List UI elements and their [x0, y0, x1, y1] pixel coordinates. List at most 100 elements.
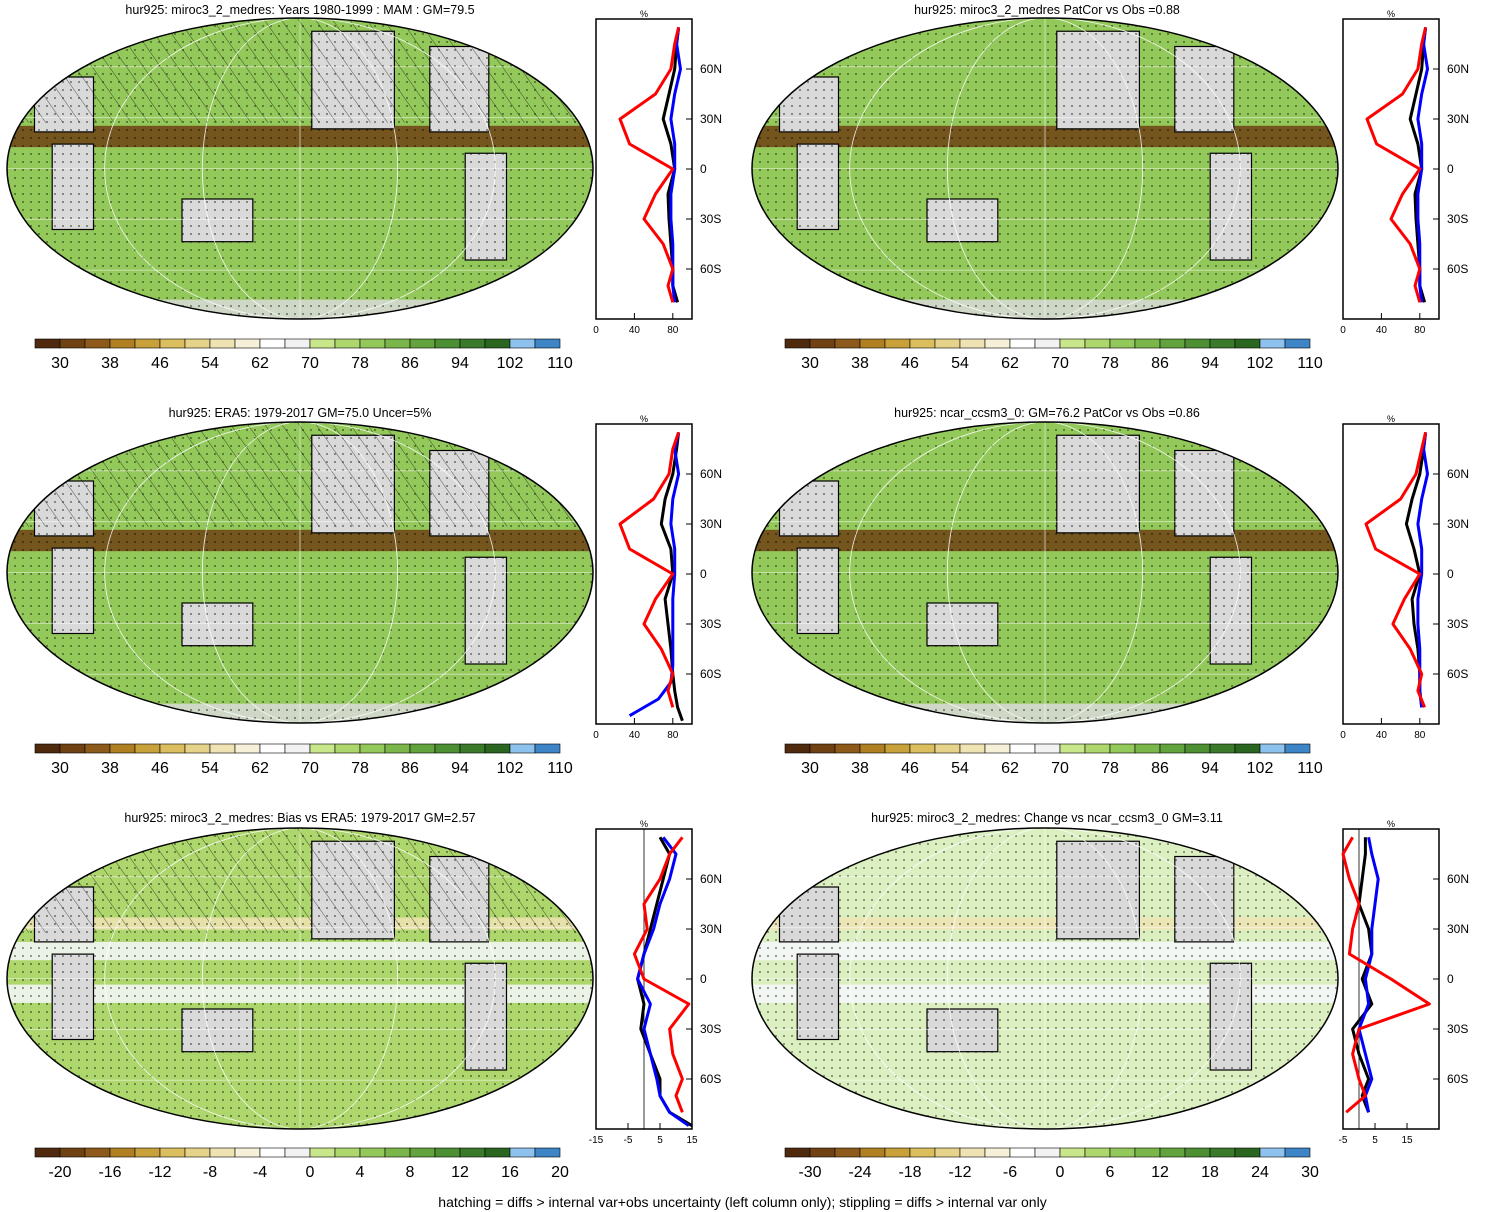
lat-tick-label: 60S	[1447, 1072, 1468, 1086]
panel-title: hur925: ncar_ccsm3_0: GM=76.2 PatCor vs …	[894, 406, 1200, 420]
colorbar-tick-label: 46	[901, 355, 919, 372]
colorbar-tick-label: 18	[1201, 1164, 1219, 1181]
colorbar-swatch	[1009, 743, 1036, 754]
colorbar-swatch	[984, 338, 1011, 349]
colorbar-swatch	[834, 1147, 861, 1158]
colorbar-tick-label: 0	[306, 1164, 315, 1181]
colorbar-swatch	[534, 743, 561, 754]
colorbar-swatch	[234, 338, 261, 349]
colorbar-tick-label: 38	[851, 355, 869, 372]
profile-x-tick-label: 0	[593, 730, 599, 741]
colorbar-swatch	[59, 338, 86, 349]
profile-x-tick-label: 15	[1401, 1135, 1413, 1146]
colorbar-swatch	[234, 743, 261, 754]
colorbar-swatch	[1134, 338, 1161, 349]
colorbar-tick-label: 46	[151, 355, 169, 372]
colorbar-tick-label: 70	[301, 760, 319, 777]
colorbar-tick-label: 12	[451, 1164, 469, 1181]
colorbar-swatch	[1034, 1147, 1061, 1158]
colorbar-tick-label: -12	[148, 1164, 171, 1181]
colorbar-tick-label: 86	[1151, 760, 1169, 777]
colorbar-swatch	[1109, 1147, 1136, 1158]
profile-series-line	[1341, 836, 1431, 1114]
colorbar-swatch	[309, 1147, 336, 1158]
colorbar-swatch	[959, 743, 986, 754]
zonal-mean-profile: % 60N 30N 0 30S 60S -15 -5 5 15	[589, 819, 722, 1146]
colorbar-swatch	[534, 338, 561, 349]
lat-tick-label: 30N	[700, 922, 722, 936]
lat-tick-label: 60S	[700, 262, 721, 276]
colorbar-swatch	[1234, 338, 1261, 349]
colorbar-swatch	[934, 1147, 961, 1158]
colorbar-swatch	[1109, 743, 1136, 754]
profile-x-tick-label: 40	[629, 730, 641, 741]
colorbar-swatch	[259, 743, 286, 754]
colorbar-swatch	[884, 338, 911, 349]
colorbar-swatch	[1084, 743, 1111, 754]
colorbar-tick-label: 62	[1001, 355, 1019, 372]
colorbar-swatch	[409, 743, 436, 754]
lat-tick-label: 60N	[700, 872, 722, 886]
colorbar-swatch	[1184, 1147, 1211, 1158]
colorbar-tick-label: 86	[1151, 355, 1169, 372]
lat-tick-label: 0	[1447, 567, 1454, 581]
colorbar-swatch	[434, 743, 461, 754]
profile-series-line	[1351, 837, 1374, 1113]
colorbar-swatch	[1209, 1147, 1236, 1158]
colorbar-swatch	[309, 338, 336, 349]
profile-x-tick-label: 40	[1376, 325, 1388, 336]
colorbar-swatch	[384, 743, 411, 754]
colorbar-swatch	[84, 743, 111, 754]
zonal-mean-profile: % 60N 30N 0 30S 60S 0 40 80	[593, 414, 722, 741]
panel-title: hur925: ERA5: 1979-2017 GM=75.0 Uncer=5%	[168, 406, 432, 420]
colorbar-tick-label: 102	[1247, 760, 1274, 777]
colorbar-tick-label: 102	[1247, 355, 1274, 372]
colorbar: 30 38 46 54 62 70 78 86 94 102 110	[34, 743, 573, 777]
colorbar-swatch	[459, 1147, 486, 1158]
lat-tick-label: 30S	[1447, 212, 1468, 226]
profile-x-tick-label: 80	[667, 325, 679, 336]
colorbar-swatch	[984, 743, 1011, 754]
colorbar-tick-label: 70	[1051, 355, 1069, 372]
colorbar-swatch	[509, 338, 536, 349]
colorbar-tick-label: -24	[848, 1164, 871, 1181]
colorbar-swatch	[959, 338, 986, 349]
colorbar-tick-label: 110	[1297, 760, 1323, 777]
colorbar-swatch	[259, 1147, 286, 1158]
colorbar-swatch	[1234, 1147, 1261, 1158]
profile-x-tick-label: 5	[1372, 1135, 1378, 1146]
colorbar-swatch	[109, 743, 136, 754]
colorbar-swatch	[1059, 743, 1086, 754]
colorbar-tick-label: 6	[1106, 1164, 1115, 1181]
colorbar-tick-label: 70	[301, 355, 319, 372]
lat-tick-label: 30N	[700, 112, 722, 126]
colorbar-swatch	[34, 1147, 61, 1158]
colorbar-swatch	[1259, 338, 1286, 349]
colorbar-swatch	[184, 743, 211, 754]
colorbar-swatch	[34, 338, 61, 349]
colorbar-swatch	[934, 338, 961, 349]
lat-tick-label: 60N	[700, 467, 722, 481]
colorbar-swatch	[1059, 1147, 1086, 1158]
colorbar-tick-label: 78	[351, 355, 369, 372]
colorbar-swatch	[1259, 743, 1286, 754]
colorbar-tick-label: 30	[51, 760, 69, 777]
lat-tick-label: 0	[700, 567, 707, 581]
colorbar-swatch	[1134, 743, 1161, 754]
lat-tick-label: 60N	[1447, 872, 1469, 886]
colorbar-swatch	[84, 1147, 111, 1158]
colorbar-swatch	[259, 338, 286, 349]
profile-series-line	[632, 836, 691, 1113]
colorbar-tick-label: 110	[547, 760, 573, 777]
colorbar-tick-label: 24	[1251, 1164, 1269, 1181]
colorbar-swatch	[209, 1147, 236, 1158]
colorbar-tick-label: 46	[901, 760, 919, 777]
zonal-mean-profile: % 60N 30N 0 30S 60S 0 40 80	[1340, 414, 1469, 741]
colorbar-tick-label: -8	[203, 1164, 217, 1181]
lat-tick-label: 0	[1447, 972, 1454, 986]
global-map	[751, 17, 1339, 320]
lat-tick-label: 60N	[1447, 467, 1469, 481]
lat-tick-label: 0	[700, 972, 707, 986]
colorbar-swatch	[334, 1147, 361, 1158]
profile-series-line	[618, 431, 681, 708]
